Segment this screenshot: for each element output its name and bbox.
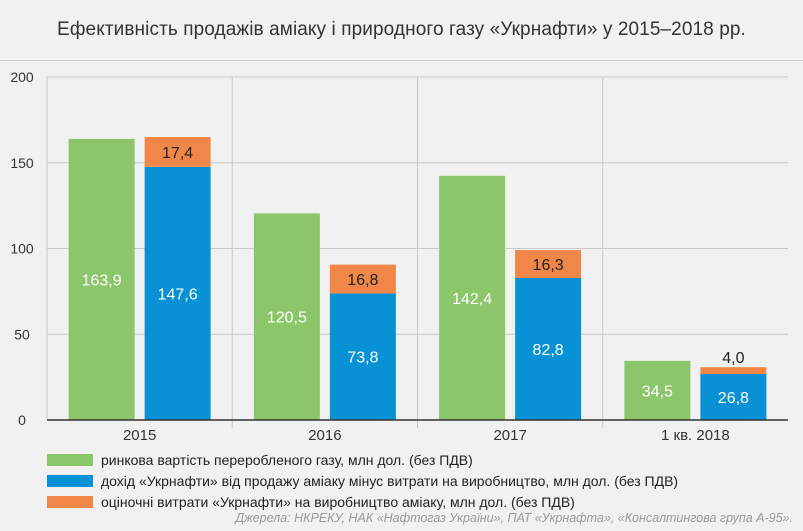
data-label-market-value: 120,5: [267, 310, 307, 327]
legend: ринкова вартість переробленого газу, млн…: [47, 449, 678, 512]
x-tick-label: 2016: [308, 427, 341, 444]
source-note: Джерела: НКРЕКУ, НАК «Нафтогаз України»,…: [235, 511, 793, 525]
y-tick-label: 50: [14, 326, 30, 342]
data-label-market-value: 34,5: [642, 383, 673, 400]
legend-item-market-value: ринкова вартість переробленого газу, млн…: [47, 449, 678, 470]
bar-costs: [700, 367, 767, 375]
legend-label-costs: оціночні витрати «Укрнафти» на виробницт…: [101, 493, 575, 510]
legend-item-costs: оціночні витрати «Укрнафти» на виробницт…: [47, 491, 678, 512]
x-tick-label: 2015: [123, 427, 156, 444]
y-tick-label: 0: [18, 412, 26, 428]
bar-income: [144, 166, 211, 420]
x-tick-label: 1 кв. 2018: [661, 427, 730, 444]
data-label-costs: 16,8: [347, 272, 378, 289]
data-label-costs: 16,3: [533, 257, 564, 274]
title-divider: [0, 60, 803, 61]
legend-item-income: дохід «Укрнафти» від продажу аміаку міну…: [47, 470, 678, 491]
data-label-costs: 4,0: [722, 350, 744, 367]
bar-costs: [144, 137, 211, 167]
y-tick-label: 200: [10, 69, 34, 85]
legend-swatch-blue: [47, 474, 93, 487]
bar-income: [700, 374, 767, 420]
bar-costs: [515, 250, 582, 278]
bar-income: [329, 293, 396, 420]
data-label-market-value: 142,4: [452, 291, 492, 308]
chart-title: Ефективність продажів аміаку і природног…: [57, 19, 746, 40]
data-label-income: 73,8: [347, 350, 378, 367]
bar-market-value: [624, 360, 691, 420]
data-label-income: 82,8: [533, 342, 564, 359]
bar-costs: [329, 264, 396, 294]
data-label-costs: 17,4: [162, 145, 193, 162]
bar-chart: 0 50 100 150 200 163,9 147,6 17,4 2015 120,5 73,8 1…: [10, 69, 788, 444]
data-label-market-value: 163,9: [82, 272, 122, 289]
y-tick-label: 150: [10, 155, 34, 171]
legend-swatch-orange: [47, 495, 93, 508]
legend-label-market-value: ринкова вартість переробленого газу, млн…: [101, 451, 473, 468]
bar-market-value: [253, 213, 320, 420]
legend-swatch-green: [47, 453, 93, 466]
legend-label-income: дохід «Укрнафти» від продажу аміаку міну…: [101, 472, 679, 489]
bar-income: [515, 277, 582, 420]
bar-market-value: [439, 175, 506, 420]
data-label-income: 147,6: [158, 286, 198, 303]
y-tick-label: 100: [10, 241, 34, 257]
bar-market-value: [68, 138, 135, 420]
x-tick-label: 2017: [493, 427, 526, 444]
data-label-income: 26,8: [718, 390, 749, 407]
